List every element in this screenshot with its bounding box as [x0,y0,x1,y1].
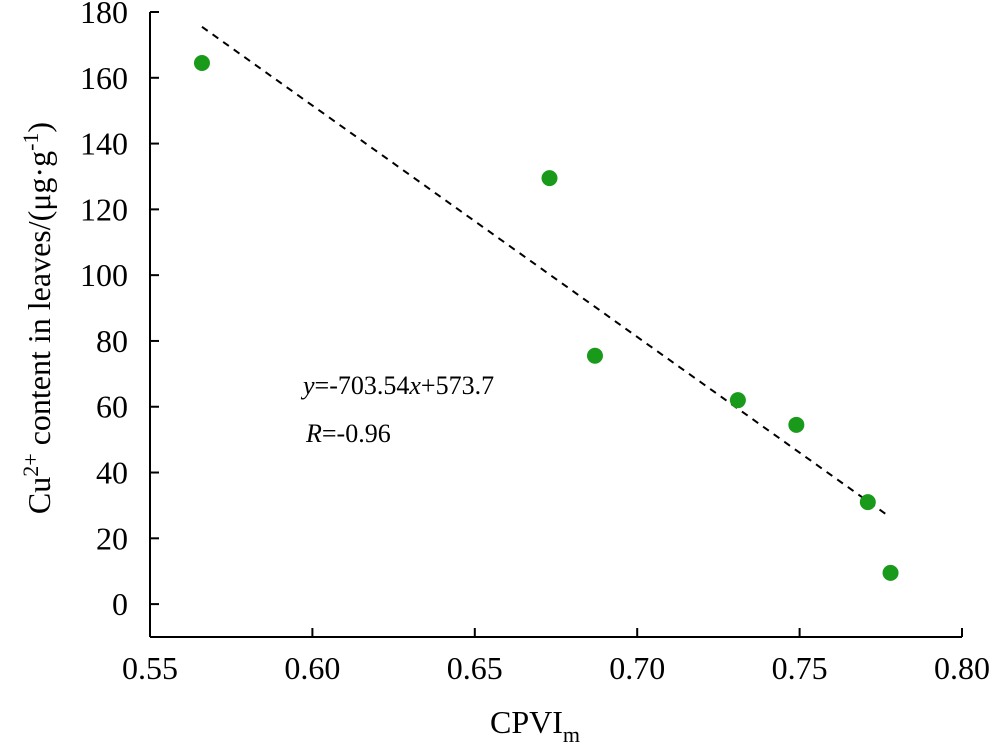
x-axis-title-main: CPVI [490,704,563,740]
y-tick-label: 80 [96,323,128,359]
y-tick-label: 20 [96,520,128,556]
axes [149,12,962,638]
y-axis-title: Cu2+ content in leaves/(μg·g-1) [18,122,57,514]
regression-equation: y=-703.54x+573.7 [300,371,494,400]
equation-middle: =-703.54 [315,371,410,400]
data-point [729,392,746,409]
data-point [586,347,603,364]
y-tick-label: 40 [96,455,128,491]
x-axis-title-subscript: m [563,722,580,747]
data-point [541,170,558,187]
equation-tail: +573.7 [421,371,494,400]
y-tick-label: 140 [80,126,128,162]
y-tick-label: 0 [112,586,128,622]
correlation-coefficient: R=-0.96 [305,419,391,448]
x-tick-label: 0.75 [772,650,828,686]
trendline-group [201,26,890,518]
y-tick-label: 100 [80,257,128,293]
y-ticks: 0 20 40 60 80 100 120 140 160 180 [80,0,159,622]
y-tick-label: 120 [80,191,128,227]
trendline [201,26,890,518]
data-point [859,494,876,511]
equation-var-x: x [408,371,421,400]
y-axis-title-exponent: -1 [18,133,43,151]
y-axis-title-prefix: Cu [21,477,57,514]
y-axis-title-mid: content in leaves/(μg·g [21,151,57,453]
y-axis-title-superscript: 2+ [18,453,43,476]
x-tick-label: 0.70 [609,650,665,686]
x-tick-label: 0.80 [934,650,990,686]
data-point [193,54,210,71]
y-tick-label: 160 [80,60,128,96]
x-ticks: 0.55 0.60 0.65 0.70 0.75 0.80 [122,628,990,686]
r-var: R [305,419,322,448]
data-point [788,416,805,433]
x-tick-label: 0.55 [122,650,178,686]
data-point [882,564,899,581]
x-axis-title: CPVIm [490,704,580,747]
data-points [193,54,899,581]
x-tick-label: 0.65 [447,650,503,686]
equation-var-y: y [300,371,315,400]
y-tick-label: 60 [96,389,128,425]
x-tick-label: 0.60 [284,650,340,686]
y-tick-label: 180 [80,0,128,30]
y-axis-title-suffix: ) [21,122,57,133]
r-tail: =-0.96 [322,419,391,448]
